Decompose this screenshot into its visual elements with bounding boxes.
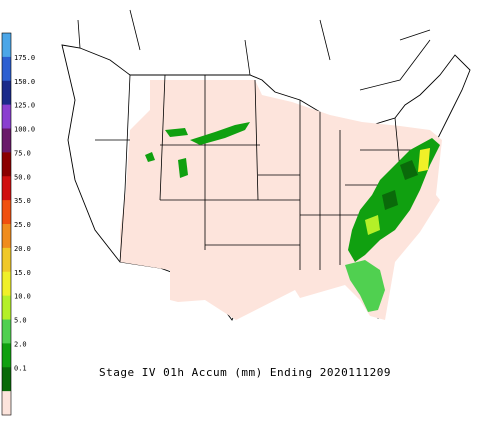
map bbox=[61, 9, 471, 321]
legend-label: 150.0 bbox=[14, 78, 35, 86]
legend-label: 35.0 bbox=[14, 197, 31, 205]
legend-swatch bbox=[2, 319, 11, 344]
legend-label: 5.0 bbox=[14, 317, 27, 325]
legend-swatch bbox=[2, 224, 11, 249]
legend-swatch bbox=[2, 367, 11, 392]
legend-swatch bbox=[2, 247, 11, 273]
legend-label: 100.0 bbox=[14, 126, 35, 134]
legend-swatch bbox=[2, 391, 11, 416]
legend-label: 20.0 bbox=[14, 245, 31, 253]
legend-label: 75.0 bbox=[14, 149, 31, 157]
legend-swatch bbox=[2, 33, 11, 58]
legend-swatch bbox=[2, 200, 11, 225]
precipitation bbox=[145, 122, 440, 312]
legend-swatch bbox=[2, 104, 11, 129]
legend-swatch bbox=[2, 343, 11, 368]
legend-label: 2.0 bbox=[14, 340, 27, 348]
legend-label: 125.0 bbox=[14, 102, 35, 110]
legend-swatch bbox=[2, 152, 11, 177]
legend-swatch bbox=[2, 56, 11, 82]
legend-swatch bbox=[2, 295, 11, 320]
legend-label: 0.1 bbox=[14, 364, 27, 372]
caption: Stage IV 01h Accum (mm) Ending 202011120… bbox=[99, 366, 391, 379]
legend-swatch bbox=[2, 128, 11, 153]
canada-border bbox=[77, 9, 431, 91]
legend-frame bbox=[1, 32, 12, 416]
legend-label: 50.0 bbox=[14, 173, 31, 181]
legend-label: 25.0 bbox=[14, 221, 31, 229]
legend-label: 10.0 bbox=[14, 293, 31, 301]
legend-label: 15.0 bbox=[14, 269, 31, 277]
legend-label: 175.0 bbox=[14, 54, 35, 62]
legend-swatch bbox=[2, 176, 11, 201]
legend: 175.0 150.0 125.0 100.0 75.0 50.0 35.0 25.0 20.0… bbox=[1, 32, 35, 416]
legend-swatch bbox=[2, 80, 11, 106]
legend-swatch bbox=[2, 271, 11, 297]
